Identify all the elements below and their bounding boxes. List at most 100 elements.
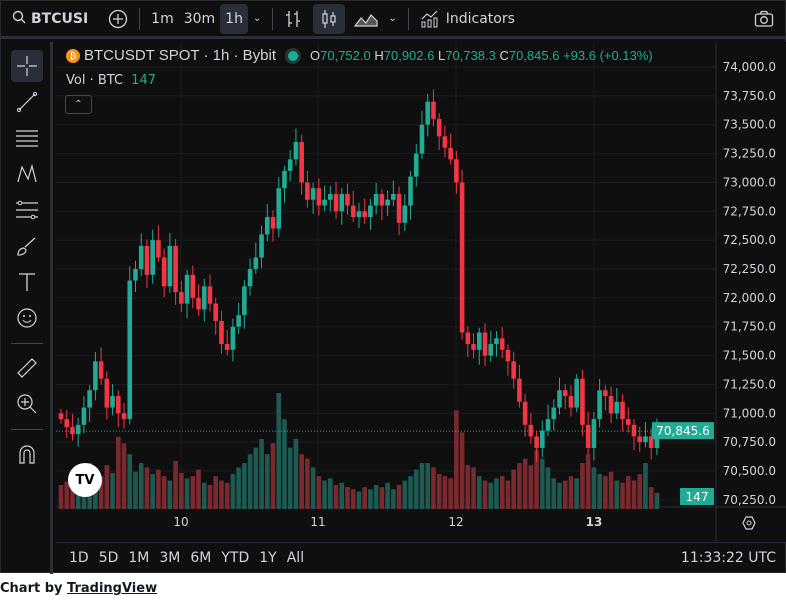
volume-bar [413,469,419,509]
bar-style-button[interactable] [279,4,307,34]
volume-bar [98,476,104,509]
brush-tool[interactable] [11,230,43,262]
candle-body [350,205,356,218]
range-3m[interactable]: 3M [159,550,181,566]
volume-bar [230,473,236,509]
chart-type-dropdown[interactable]: ⌄ [383,4,401,34]
crosshair-icon [17,56,37,76]
candle-body [591,419,597,448]
candle-body [242,286,247,316]
divider [11,429,43,430]
candle-body [133,269,138,281]
collapse-legend-button[interactable]: ⌃ [65,95,92,114]
candle-body [562,390,568,397]
crosshair-tool[interactable] [11,50,43,82]
volume-bar [213,476,219,509]
volume-bar [431,467,436,509]
candle-body [345,193,350,206]
candle-body [70,427,75,435]
candle-body [316,188,322,206]
volume-bar [597,473,602,509]
pattern-tool[interactable] [11,158,43,190]
candle-body [465,332,471,345]
y-tick-label: 70,250.0 [723,493,776,507]
candle-body [58,413,64,420]
range-1m[interactable]: 1M [128,550,150,566]
volume-bar [322,480,327,509]
divider [407,7,409,30]
candle-body [173,245,178,293]
volume-legend: Vol · BTC 147 [66,73,156,88]
candle-body [190,274,196,298]
candle-body [201,286,207,310]
volume-bar [557,482,562,509]
volume-bar [385,482,390,509]
range-1d[interactable]: 1D [69,550,89,566]
range-ytd[interactable]: YTD [221,550,250,566]
candle-body [259,234,264,258]
candle-body [545,419,551,431]
volume-bar [528,465,534,509]
y-tick-label: 71,500.0 [723,349,776,363]
range-5d[interactable]: 5D [98,550,119,566]
change-value: +93.6 (+0.13%) [563,48,653,63]
x-tick-label: 11 [310,515,325,529]
candle-body [156,240,161,258]
interval-1m[interactable]: 1m [151,10,174,27]
volume-bar [293,438,299,509]
candle-body [528,424,534,437]
range-1y[interactable]: 1Y [259,550,277,566]
market-status-dot [288,50,298,61]
tradingview-logo[interactable]: TV [68,463,102,497]
indicators-button[interactable]: Indicators [415,4,520,34]
y-tick-label: 72,250.0 [723,262,776,276]
magnet-tool[interactable] [11,438,43,470]
interval-30m[interactable]: 30m [183,10,216,27]
candle-body [207,286,213,304]
zoom-tool[interactable] [11,388,43,420]
price-chart[interactable]: 74,000.0 73,750.0 73,500.0 73,250.0 73,000.0… [56,42,786,542]
divider [139,7,141,30]
range-buttons: 1D 5D 1M 3M 6M YTD 1Y All [64,550,309,566]
range-6m[interactable]: 6M [190,550,212,566]
x-tick-label: 10 [173,515,188,529]
candle-body [253,257,259,270]
candle-body [282,170,287,189]
interval-dropdown[interactable]: ⌄ [248,4,266,34]
volume-bar [419,463,425,509]
range-all[interactable]: All [286,550,305,566]
candle-body [551,407,557,420]
time-display[interactable]: 11:33:22 UTC [680,550,776,566]
candles-style-button[interactable] [313,3,346,34]
symbol-search[interactable]: BTCUSI [7,4,93,34]
plus-circle-icon [109,9,128,28]
y-tick-label: 73,000.0 [723,175,776,189]
candle-body [505,349,511,362]
screenshot-button[interactable] [749,4,779,34]
compare-add-button[interactable] [103,4,133,34]
fib-tool[interactable] [11,194,43,226]
candle-body [425,101,431,125]
settings-gear-icon[interactable] [742,516,756,530]
text-tool[interactable] [11,266,43,298]
emoji-tool[interactable] [11,302,43,334]
volume-bar [545,467,551,509]
candle-body [568,396,574,408]
horizontal-lines-tool[interactable] [11,122,43,154]
volume-bar [643,463,648,509]
measure-tool[interactable] [11,352,43,384]
volume-bar [156,469,161,509]
candle-body [293,142,299,160]
tradingview-link[interactable]: TradingView [67,581,158,596]
candle-body [230,326,236,350]
trend-line-tool[interactable] [11,86,43,118]
volume-bar [173,460,178,509]
top-toolbar: BTCUSI 1m 30m 1h ⌄ ⌄ Indicators [1,1,786,39]
candle-body [643,436,648,443]
text-icon [19,273,35,291]
symbol-label: BTCUSI [31,10,89,27]
candle-body [522,401,528,425]
candle-body [534,436,539,448]
area-style-button[interactable] [349,4,383,34]
interval-1h[interactable]: 1h [220,3,248,34]
